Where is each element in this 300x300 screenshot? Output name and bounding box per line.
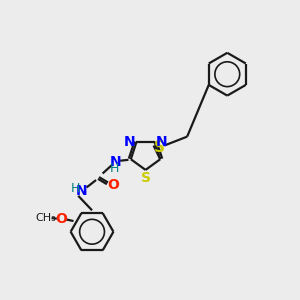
Text: O: O xyxy=(107,178,119,192)
Text: H: H xyxy=(110,162,119,175)
Text: H: H xyxy=(70,182,80,195)
Text: N: N xyxy=(76,184,88,198)
Text: S: S xyxy=(153,140,164,154)
Text: S: S xyxy=(140,171,151,185)
Text: N: N xyxy=(110,154,121,169)
Text: O: O xyxy=(55,212,67,226)
Text: N: N xyxy=(156,135,167,149)
Text: N: N xyxy=(124,135,135,149)
Text: CH₃: CH₃ xyxy=(35,213,56,223)
